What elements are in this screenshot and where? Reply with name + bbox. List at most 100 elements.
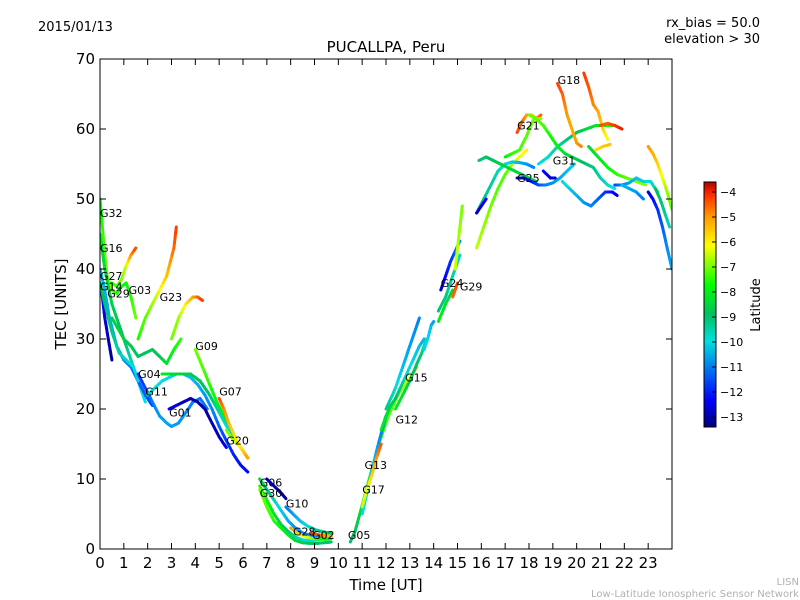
y-tick-label: 0 [85,540,95,558]
series-label: G12 [396,414,419,427]
series-G04 [110,316,183,365]
series-G05b [620,183,645,201]
colorbar-tick-label: −11 [720,361,743,374]
series-G29 [100,281,140,383]
series-G18c [599,121,624,131]
series-label: G09 [195,340,218,353]
series-segment [244,468,250,474]
colorbar-tick-label: −5 [720,211,736,224]
y-tick-label: 70 [76,50,95,68]
series-G02 [310,531,333,538]
colorbar [703,181,717,428]
series-G30b [258,488,333,545]
series-segment [431,320,436,324]
x-axis-label: Time [UT] [348,576,422,594]
x-tick-label: 21 [591,554,610,572]
x-tick-label: 11 [353,554,372,572]
series-segment [204,404,209,411]
y-tick-label: 30 [76,330,95,348]
series-segment [641,182,648,187]
series-G26c [475,197,488,215]
series-G20 [224,428,250,460]
series-segment [605,135,610,141]
series-G13 [360,442,383,509]
series-segment [142,395,147,404]
series-label: G32 [100,207,123,220]
series-label: G07 [219,386,242,399]
x-tick-label: 7 [262,554,272,572]
series-G31 [541,169,557,180]
series-label: G28 [293,526,316,539]
series-G29c [451,281,459,299]
x-tick-label: 23 [639,554,658,572]
series-segment [523,148,529,154]
series-G18 [556,82,583,148]
series-segment [135,376,140,383]
series-segment [538,113,543,118]
series-label: G23 [160,291,183,304]
x-tick-label: 17 [496,554,515,572]
series-segment [666,222,672,229]
series-segment [283,495,288,501]
series-segment [223,443,228,449]
series-G14b [477,155,538,183]
series-label: G15 [405,372,428,385]
colorbar-tick-label: −8 [720,286,736,299]
series-segment [571,162,576,168]
series-G23 [136,225,178,341]
footer-brand: LISN [777,577,799,588]
series-segment [618,126,624,131]
series-label: G04 [138,368,161,381]
x-tick-label: 1 [119,554,129,572]
colorbar-tick-label: −13 [720,411,743,424]
x-tick-label: 10 [329,554,348,572]
series-segment [606,142,612,147]
y-tick-label: 20 [76,400,95,418]
colorbar-tick-label: −12 [720,386,743,399]
series-G12 [379,337,426,432]
colorbar-tick-layer: −4 −5 −6 −7 −8 −9 −10 −11 −12 −13 [712,186,743,424]
series-label: G24 [441,277,464,290]
series-segment [455,281,459,287]
series-G12b [384,316,421,411]
series-G10 [265,477,288,501]
y-tick-label: 60 [76,120,95,138]
series-G23b [170,295,204,341]
series-label: G01 [169,407,192,420]
series-segment [460,204,464,213]
x-tick-label: 8 [286,554,296,572]
series-segment [177,337,183,344]
x-tick-label: 15 [448,554,467,572]
series-label: G11 [145,386,168,399]
series-G01 [167,397,228,449]
colorbar-tick-label: −9 [720,311,736,324]
series-segment [614,193,619,197]
series-label: G29 [107,288,130,301]
series-G24b [436,288,455,323]
series-label: G17 [362,484,385,497]
x-tick-label: 16 [472,554,491,572]
series-label: G03 [129,284,152,297]
series-label: G06 [260,477,283,490]
series-label: G27 [100,270,123,283]
x-tick-label: 12 [376,554,395,572]
series-segment [174,225,178,234]
x-tick-label: 14 [424,554,443,572]
series-label: G16 [100,242,123,255]
x-tick-label: 18 [519,554,538,572]
x-tick-label: 20 [567,554,586,572]
series-label: G25 [517,172,540,185]
x-tick-label: 6 [238,554,248,572]
x-tick-label: 4 [191,554,201,572]
series-layer [100,71,672,545]
series-segment [109,353,114,362]
x-tick-label: 19 [543,554,562,572]
series-G28 [289,526,333,541]
y-tick-label: 40 [76,260,95,278]
series-G24d [587,145,648,187]
series-G25 [515,162,576,187]
series-G15 [394,337,428,411]
series-segment [532,179,538,183]
series-label: G18 [558,74,581,87]
